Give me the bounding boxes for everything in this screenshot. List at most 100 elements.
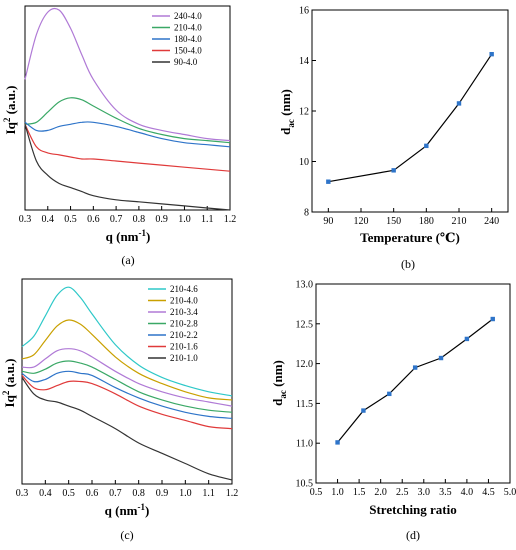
x-tick-label: 1.2 <box>224 214 237 225</box>
x-tick-label: 0.8 <box>133 214 146 225</box>
series-line <box>24 121 231 148</box>
data-point <box>438 355 444 361</box>
data-point <box>387 391 392 397</box>
legend-label: 90-4.0 <box>174 57 198 67</box>
x-tick-label: 0.5 <box>62 488 75 499</box>
x-tick-label: 150 <box>386 216 401 227</box>
data-point <box>391 168 396 173</box>
y-tick-label: 11.5 <box>296 399 313 410</box>
x-tick-label: 2.0 <box>374 487 387 498</box>
caption-c: (c) <box>120 528 133 542</box>
series-line <box>21 374 233 430</box>
x-tick-label: 90 <box>323 216 333 227</box>
legend-label: 240-4.0 <box>174 11 202 21</box>
x-tick-label: 5.0 <box>504 487 516 498</box>
caption-b: (b) <box>401 257 415 271</box>
plot-frame-c <box>21 278 233 485</box>
y-tick-label: 11.0 <box>296 439 313 450</box>
legend-label: 210-1.0 <box>170 353 198 363</box>
x-tick-label: 1.0 <box>178 214 191 225</box>
y-tick-label: 10 <box>299 157 309 168</box>
caption-d: (d) <box>406 528 420 542</box>
x-tick-label: 0.9 <box>155 214 168 225</box>
series-line <box>24 7 231 142</box>
data-point <box>326 179 331 184</box>
legend-label: 150-4.0 <box>174 46 202 56</box>
y-axis-label-d: dac (nm) <box>270 360 288 406</box>
x-tick-label: 1.5 <box>353 487 366 498</box>
x-tick-label: 240 <box>484 216 499 227</box>
series-lines-b <box>326 51 494 184</box>
y-axis-label-c: Iq2 (a.u.) <box>1 359 17 408</box>
x-tick-label: 3.5 <box>439 487 452 498</box>
panel-a: 0.3 0.4 0.5 0.6 0.7 0.8 0.9 1.0 1.1 1.2 240-4.0 21… <box>2 5 237 267</box>
legend-label: 210-2.2 <box>170 330 198 340</box>
legend-label: 210-4.6 <box>170 284 198 294</box>
x-tick-label: 2.5 <box>396 487 409 498</box>
x-tick-label: 0.7 <box>110 214 123 225</box>
x-tick-label: 1.0 <box>331 487 344 498</box>
panel-c: 0.3 0.4 0.5 0.6 0.7 0.8 0.9 1.0 1.1 1.2 210-4.621… <box>1 278 238 542</box>
x-tick-label: 0.4 <box>42 214 55 225</box>
x-axis-label-c: q (nm-1) <box>105 502 150 518</box>
y-tick-label: 12.0 <box>296 359 314 370</box>
data-point <box>490 316 495 322</box>
series-line <box>21 377 233 481</box>
y-tick-label: 12.5 <box>296 319 314 330</box>
panel-b: 90 120 150 180 210 240 8 10 12 14 16 Temperature (… <box>278 6 509 271</box>
series-line <box>21 360 233 413</box>
x-axis-label-a: q (nm-1) <box>106 228 151 244</box>
series-line <box>21 348 233 407</box>
x-tick-label: 120 <box>354 216 369 227</box>
y-tick-label: 14 <box>299 56 309 67</box>
y-tick-label: 16 <box>299 6 309 17</box>
x-tick-label: 1.1 <box>202 488 215 499</box>
series-line <box>328 53 493 183</box>
data-point <box>424 143 429 149</box>
x-tick-label: 4.5 <box>482 487 495 498</box>
x-tick-label: 1.0 <box>179 488 192 499</box>
panel-d: 0.5 1.0 1.5 2.0 2.5 3.0 3.5 4.0 4.5 5.0 10.5 11.0 11… <box>270 280 516 543</box>
data-point <box>489 51 494 57</box>
legend-label: 210-2.8 <box>170 319 198 329</box>
series-line <box>24 97 231 144</box>
y-tick-label: 12 <box>299 107 309 118</box>
x-tick-label: 0.8 <box>132 488 145 499</box>
y-tick-label: 8 <box>304 208 309 219</box>
x-tick-label: 210 <box>452 216 467 227</box>
series-line <box>337 318 494 443</box>
data-point <box>335 440 340 445</box>
series-lines-d <box>335 316 495 445</box>
data-point <box>412 365 418 370</box>
caption-a: (a) <box>121 253 134 267</box>
x-tick-label: 0.7 <box>109 488 122 499</box>
plot-frame-d <box>315 283 511 484</box>
x-tick-label: 0.6 <box>87 214 100 225</box>
x-tick-label: 0.6 <box>86 488 99 499</box>
x-axis-ticks-c: 0.3 0.4 0.5 0.6 0.7 0.8 0.9 1.0 1.1 1.2 <box>16 480 238 499</box>
plot-frame-b <box>311 9 509 213</box>
x-axis-label-d: Stretching ratio <box>369 502 457 517</box>
x-tick-label: 0.3 <box>19 214 32 225</box>
series-line <box>21 370 233 419</box>
x-tick-label: 0.9 <box>156 488 169 499</box>
series-line <box>21 286 233 397</box>
legend-label: 210-4.0 <box>174 23 202 33</box>
series-line <box>24 124 231 172</box>
y-axis-label-a: Iq2 (a.u.) <box>2 86 18 135</box>
x-axis-ticks-a: 0.3 0.4 0.5 0.6 0.7 0.8 0.9 1.0 1.1 1.2 <box>19 206 237 225</box>
plot-frame-a <box>24 5 231 211</box>
data-point <box>361 408 366 413</box>
axis-ticks-b: 90 120 150 180 210 240 8 10 12 14 16 <box>299 6 499 228</box>
legend-label: 180-4.0 <box>174 34 202 44</box>
x-tick-label: 3.0 <box>418 487 431 498</box>
legend-label: 210-3.4 <box>170 307 198 317</box>
series-line <box>24 124 231 211</box>
x-tick-label: 0.5 <box>64 214 77 225</box>
y-tick-label: 10.5 <box>296 479 314 490</box>
x-tick-label: 1.1 <box>201 214 214 225</box>
x-tick-label: 180 <box>419 216 434 227</box>
x-axis-label-b: Temperature (℃) <box>360 230 460 245</box>
